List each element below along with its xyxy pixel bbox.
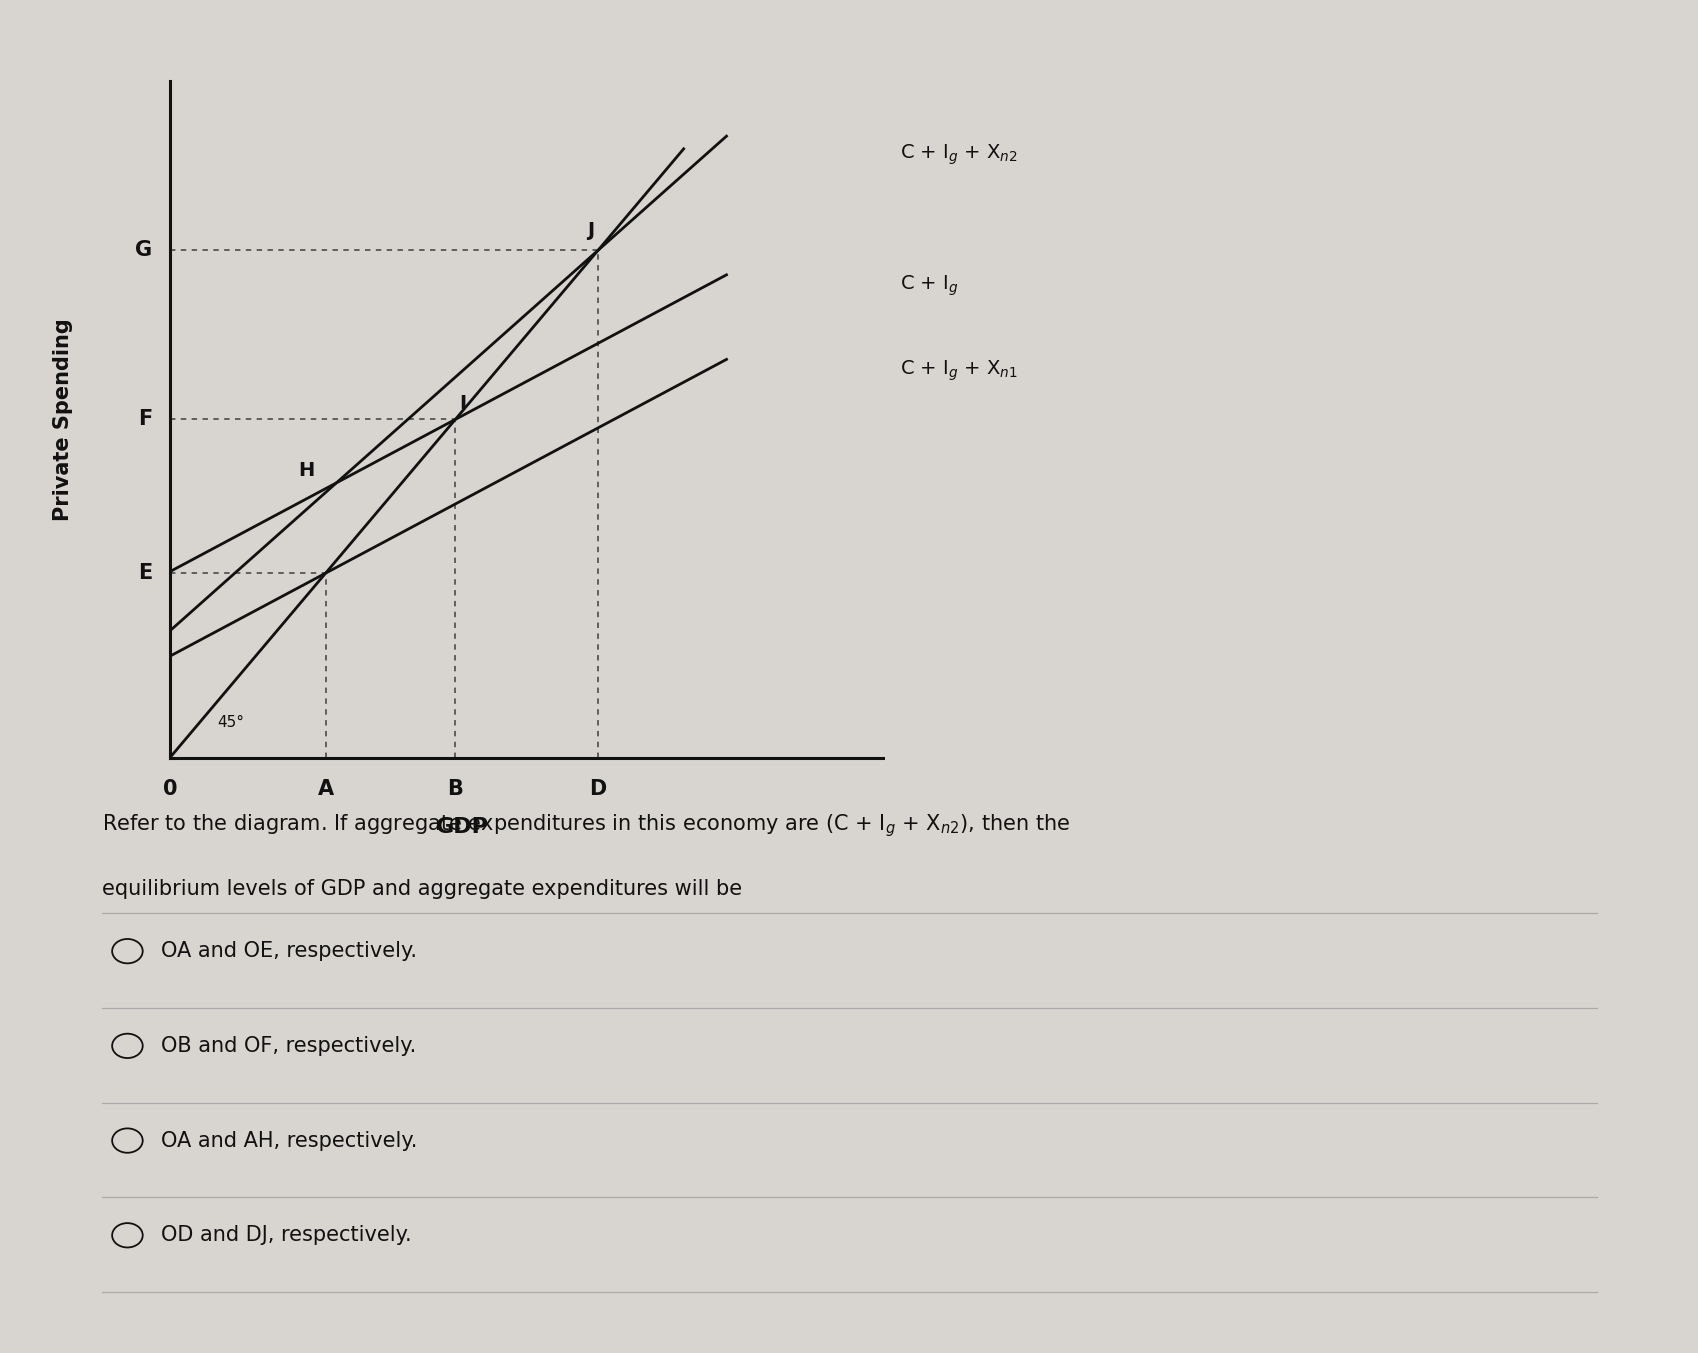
Text: A: A [318,779,333,798]
Text: F: F [138,410,153,429]
Text: GDP: GDP [435,817,487,838]
Text: OA and AH, respectively.: OA and AH, respectively. [161,1131,418,1150]
Text: H: H [299,461,314,480]
Text: Private Spending: Private Spending [53,318,73,521]
Text: OA and OE, respectively.: OA and OE, respectively. [161,942,418,961]
Text: C + I$_g$ + X$_{n1}$: C + I$_g$ + X$_{n1}$ [900,359,1017,383]
Text: equilibrium levels of GDP and aggregate expenditures will be: equilibrium levels of GDP and aggregate … [102,879,742,900]
Text: Refer to the diagram. If aggregate expenditures in this economy are (C + I$_g$ +: Refer to the diagram. If aggregate expen… [102,812,1070,839]
Text: C + I$_g$ + X$_{n2}$: C + I$_g$ + X$_{n2}$ [900,143,1017,168]
Text: OB and OF, respectively.: OB and OF, respectively. [161,1036,416,1055]
Text: G: G [134,241,153,260]
Text: B: B [447,779,464,798]
Text: 45°: 45° [217,714,245,729]
Text: OD and DJ, respectively.: OD and DJ, respectively. [161,1226,413,1245]
Text: J: J [588,221,594,241]
Text: C + I$_g$: C + I$_g$ [900,275,958,299]
Text: 0: 0 [163,779,177,798]
Text: D: D [589,779,606,798]
Text: I: I [458,394,465,413]
Text: E: E [138,563,153,583]
